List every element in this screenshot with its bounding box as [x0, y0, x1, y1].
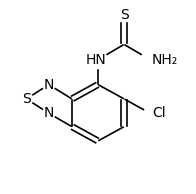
- Text: NH₂: NH₂: [152, 53, 178, 67]
- Text: S: S: [120, 8, 128, 22]
- Text: N: N: [44, 106, 54, 120]
- Text: Cl: Cl: [152, 106, 166, 120]
- Text: HN: HN: [86, 53, 106, 67]
- Text: S: S: [22, 92, 31, 106]
- Text: N: N: [44, 78, 54, 92]
